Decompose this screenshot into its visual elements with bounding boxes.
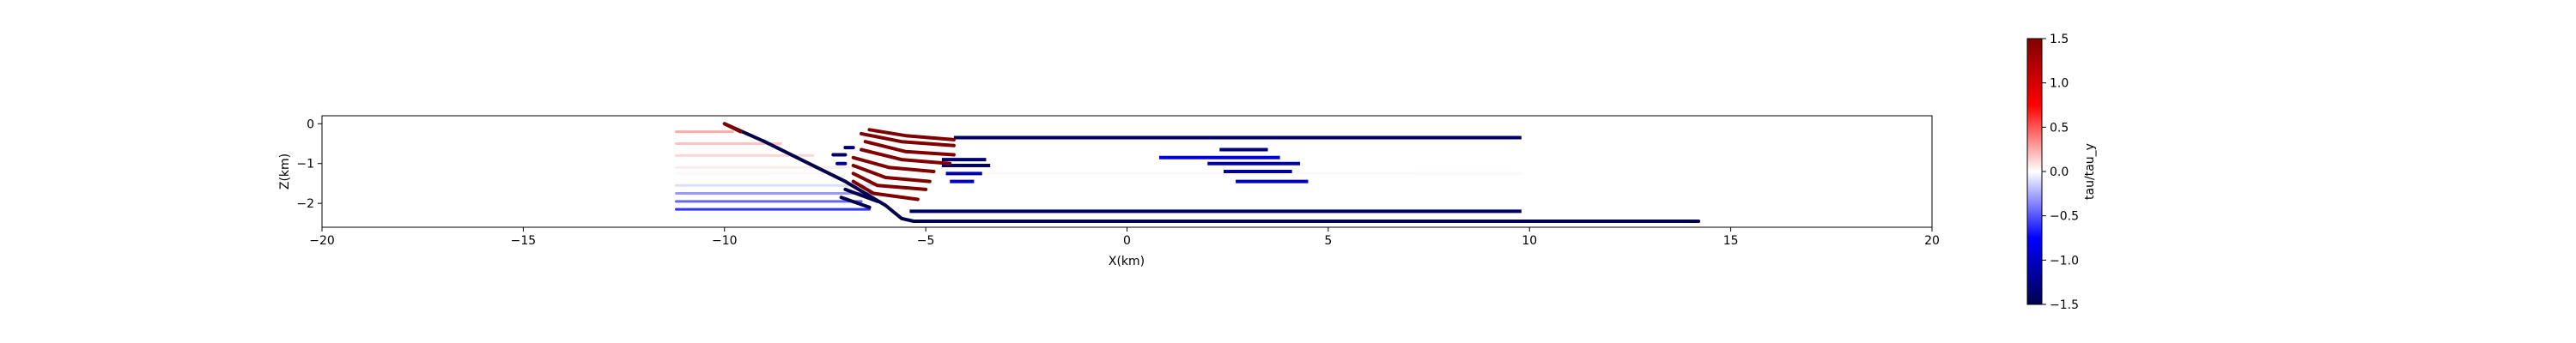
- main-fault-upper-segment: [722, 122, 743, 134]
- x-tick-label: −20: [309, 234, 335, 248]
- x-tick-label: −5: [917, 234, 935, 248]
- x-tick-label: −15: [511, 234, 537, 248]
- main-fault: [722, 122, 1701, 223]
- y-axis-label: Z(km): [278, 153, 292, 190]
- y-axis-ticks: 0 −1 −2: [296, 117, 322, 211]
- splay-fault: [860, 131, 956, 147]
- colorbar-tick-label: 1.5: [2050, 33, 2069, 46]
- splay-fault: [851, 179, 920, 202]
- splay-fault: [863, 140, 956, 157]
- x-tick-label: 0: [1123, 234, 1131, 248]
- x-tick-label: −10: [712, 234, 738, 248]
- splay-fault: [851, 172, 928, 191]
- y-tick-label: 0: [307, 117, 314, 131]
- y-tick-label: −2: [296, 197, 314, 211]
- x-axis-ticks: −20 −15 −10 −5 0 5 10 15 20: [309, 227, 1940, 248]
- x-tick-label: 15: [1723, 234, 1739, 248]
- splay-fault: [867, 128, 956, 141]
- splay-fault: [860, 147, 952, 165]
- colorbar-gradient: [2026, 38, 2043, 305]
- colorbar-tick-label: −0.5: [2050, 210, 2079, 224]
- colorbar-tick-label: 0.5: [2050, 121, 2069, 135]
- splay-fault: [851, 155, 936, 173]
- colorbar: 1.5 1.0 0.5 0.0 −0.5 −1.0 −1.5 tau/tau_y: [2026, 33, 2097, 312]
- colorbar-tick-label: 1.0: [2050, 77, 2069, 91]
- y-tick-label: −1: [296, 158, 314, 172]
- splay-fault: [851, 164, 932, 184]
- colorbar-tick-label: −1.0: [2050, 254, 2079, 268]
- fault-fragment: [839, 196, 872, 209]
- x-tick-label: 5: [1324, 234, 1332, 248]
- colorbar-ticks: 1.5 1.0 0.5 0.0 −0.5 −1.0 −1.5: [2042, 33, 2079, 312]
- x-tick-label: 10: [1522, 234, 1537, 248]
- colorbar-tick-label: −1.5: [2050, 298, 2079, 312]
- x-tick-label: 20: [1924, 234, 1940, 248]
- colorbar-tick-label: 0.0: [2050, 165, 2069, 179]
- x-axis-label: X(km): [1109, 255, 1145, 268]
- plot-area: [675, 122, 1701, 223]
- colorbar-label: tau/tau_y: [2083, 143, 2097, 200]
